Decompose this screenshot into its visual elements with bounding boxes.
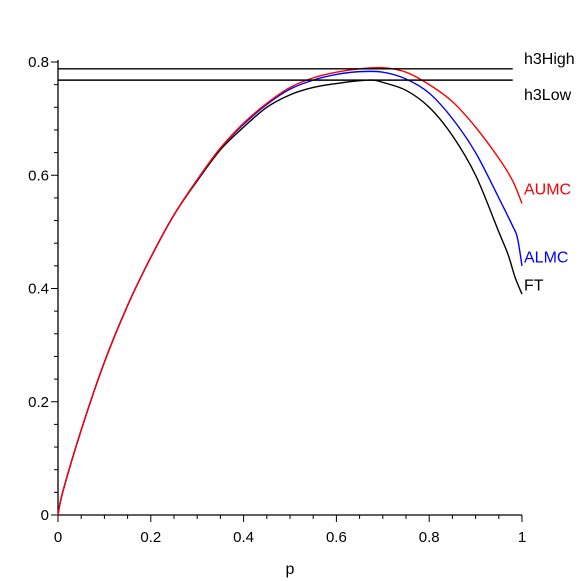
x-axis-label: p [286,561,295,578]
y-tick-label: 0 [41,507,49,524]
label-ft: FT [524,278,544,295]
x-tick-label: 1 [518,529,526,546]
label-almc: ALMC [524,249,568,266]
x-tick-label: 0.8 [419,529,440,546]
x-tick-label: 0.4 [233,529,254,546]
label-h3low: h3Low [524,87,572,104]
y-tick-label: 0.2 [28,394,49,411]
axes [57,60,522,516]
x-tick-label: 0.6 [326,529,347,546]
series-group [57,66,523,516]
x-tick-label: 0.2 [140,529,161,546]
label-aumc: AUMC [524,181,571,198]
x-tick-label: 0 [54,529,62,546]
series-line-almc [57,70,523,516]
y-tick-label: 0.6 [28,167,49,184]
series-line-ft [57,79,523,516]
ticks: 0 0.2 0.4 0.6 0.8 1 0 0.2 0.4 0.6 0.8 [28,54,526,546]
y-tick-label: 0.8 [28,54,49,71]
series-labels: h3High h3Low AUMC ALMC FT [524,51,575,295]
series-line-aumc [57,66,523,516]
y-tick-label: 0.4 [28,281,49,298]
reference-lines [58,68,513,81]
label-h3high: h3High [524,51,575,68]
